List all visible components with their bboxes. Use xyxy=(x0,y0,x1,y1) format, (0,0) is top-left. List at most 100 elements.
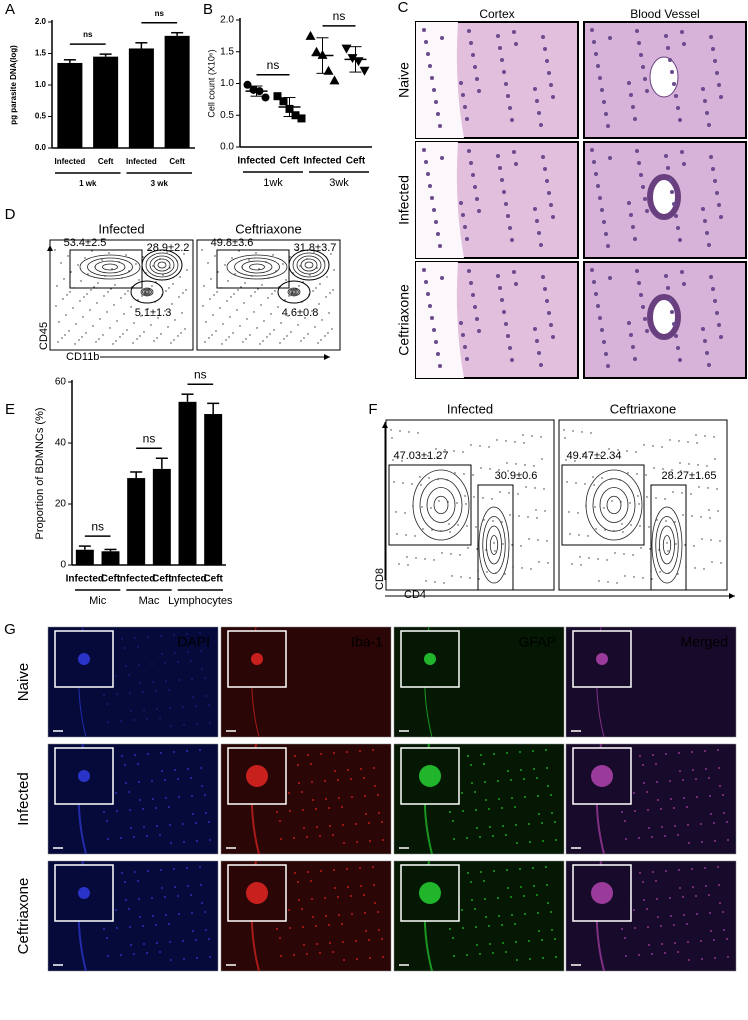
signal xyxy=(174,769,176,771)
event-dot xyxy=(465,503,467,505)
event-dot xyxy=(255,252,257,254)
event-dot xyxy=(695,434,697,436)
event-dot xyxy=(655,497,657,499)
nucleus xyxy=(664,274,668,278)
signal xyxy=(639,872,641,874)
plot-frame xyxy=(558,419,728,591)
signal xyxy=(691,751,693,753)
signal xyxy=(686,923,688,925)
nucleus xyxy=(705,111,709,115)
signal xyxy=(134,754,136,756)
event-dot xyxy=(636,473,638,475)
signal xyxy=(554,821,556,823)
inset-cell xyxy=(246,882,268,904)
gate-value: 5.1±1.3 xyxy=(135,307,172,319)
nucleus xyxy=(473,185,477,189)
signal xyxy=(709,795,711,797)
signal xyxy=(130,827,132,829)
signal xyxy=(338,797,340,799)
nucleus xyxy=(641,65,645,69)
event-dot xyxy=(101,259,103,261)
signal xyxy=(514,806,516,808)
signal xyxy=(528,823,530,825)
event-dot xyxy=(67,255,69,257)
event-dot xyxy=(113,304,115,306)
event-dot xyxy=(563,429,565,431)
signal xyxy=(373,767,375,769)
signal xyxy=(209,956,211,958)
signal xyxy=(328,807,330,809)
signal xyxy=(151,897,153,899)
signal xyxy=(125,782,127,784)
event-dot xyxy=(472,474,474,476)
inset-cell xyxy=(78,770,90,782)
event-dot xyxy=(597,558,599,560)
signal xyxy=(186,867,188,869)
signal xyxy=(298,899,300,901)
column-header: DAPI xyxy=(177,634,210,650)
event-dot xyxy=(491,498,493,500)
signal xyxy=(310,763,312,765)
plot-frame xyxy=(385,419,555,591)
event-dot xyxy=(185,289,187,291)
event-dot xyxy=(141,295,143,297)
event-dot xyxy=(399,430,401,432)
event-dot xyxy=(502,543,504,545)
signal xyxy=(293,837,295,839)
signal xyxy=(708,894,710,896)
event-dot xyxy=(124,293,126,295)
signal xyxy=(489,826,491,828)
event-dot xyxy=(482,497,484,499)
y-tick-label: 1.5 xyxy=(35,49,47,58)
event-dot xyxy=(427,455,429,457)
event-dot xyxy=(478,578,480,580)
event-dot xyxy=(653,467,655,469)
signal xyxy=(156,942,158,944)
signal xyxy=(146,835,148,837)
data-point xyxy=(297,114,306,123)
event-dot xyxy=(64,334,66,336)
significance-label: ns xyxy=(83,30,93,39)
nucleus xyxy=(707,123,711,127)
gate xyxy=(388,464,472,546)
event-dot xyxy=(325,296,327,298)
signal xyxy=(519,868,521,870)
signal xyxy=(312,916,314,918)
gate xyxy=(288,249,330,281)
event-dot xyxy=(606,559,608,561)
row-label: Ceftriaxone xyxy=(15,878,32,955)
event-dot xyxy=(708,509,710,511)
nucleus xyxy=(508,106,512,110)
signal xyxy=(170,725,172,727)
signal xyxy=(137,880,139,882)
signal xyxy=(183,724,185,726)
nucleus xyxy=(426,292,430,296)
signal xyxy=(350,778,352,780)
event-dot xyxy=(217,271,219,273)
signal xyxy=(128,674,130,676)
contour xyxy=(419,478,463,532)
event-dot xyxy=(544,510,546,512)
signal xyxy=(633,792,635,794)
signal xyxy=(713,822,715,824)
signal xyxy=(103,928,105,930)
signal xyxy=(502,942,504,944)
event-dot xyxy=(401,460,403,462)
nucleus xyxy=(440,156,444,160)
nucleus xyxy=(680,270,684,274)
signal xyxy=(533,768,535,770)
gate-value: 53.4±2.5 xyxy=(64,237,107,249)
signal xyxy=(625,838,627,840)
data-point xyxy=(323,65,334,75)
nucleus xyxy=(717,83,721,87)
signal xyxy=(488,925,490,927)
signal xyxy=(177,895,179,897)
signal xyxy=(288,909,290,911)
event-dot xyxy=(568,511,570,513)
signal xyxy=(638,837,640,839)
event-dot xyxy=(269,333,271,335)
event-dot xyxy=(303,337,305,339)
signal xyxy=(480,754,482,756)
signal xyxy=(492,952,494,954)
event-dot xyxy=(225,339,227,341)
